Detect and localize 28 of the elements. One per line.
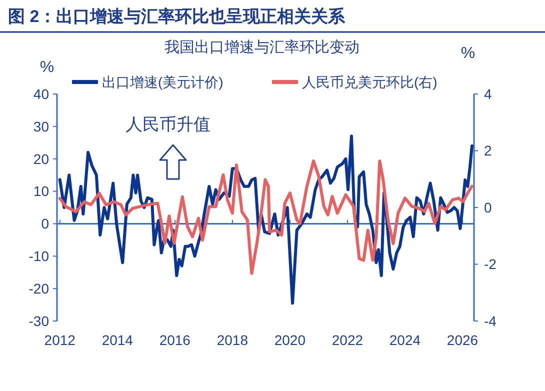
y-axis-title: %	[40, 59, 54, 76]
legend-label: 人民币兑美元环比(右)	[302, 74, 438, 90]
x-tick-label: 2012	[44, 332, 76, 348]
y2-tick-label: 2	[484, 142, 492, 159]
annotation: 人民币升值	[126, 115, 210, 134]
y-tick-label: 10	[33, 183, 50, 200]
chart-subtitle: 我国出口增速与汇率环比变动	[164, 39, 360, 56]
x-tick-label: 2022	[332, 332, 364, 348]
y2-tick-label: -4	[484, 312, 497, 329]
y-tick-label: -30	[28, 312, 50, 329]
chart-title: 图 2：出口增速与汇率环比也呈现正相关关系	[8, 7, 346, 26]
y-tick-label: 0	[41, 216, 50, 232]
x-tick-label: 2014	[102, 332, 134, 348]
y-tick-label: -20	[28, 280, 50, 296]
y2-tick-label: 0	[484, 199, 492, 216]
y-tick-label: 40	[33, 86, 50, 102]
y-tick-label: 20	[33, 150, 50, 167]
y2-tick-label: 4	[484, 86, 492, 102]
legend-label: 出口增速(美元计价)	[102, 74, 224, 90]
y2-axis-title: %	[460, 45, 476, 62]
y2-tick-label: -2	[484, 256, 497, 272]
x-tick-label: 2026	[446, 332, 478, 348]
x-tick-label: 2024	[389, 332, 421, 348]
y-tick-label: -10	[28, 248, 50, 264]
y-tick-label: 30	[33, 118, 50, 134]
x-tick-label: 2020	[274, 332, 306, 348]
x-tick-label: 2016	[159, 332, 191, 348]
x-tick-label: 2018	[216, 332, 248, 348]
